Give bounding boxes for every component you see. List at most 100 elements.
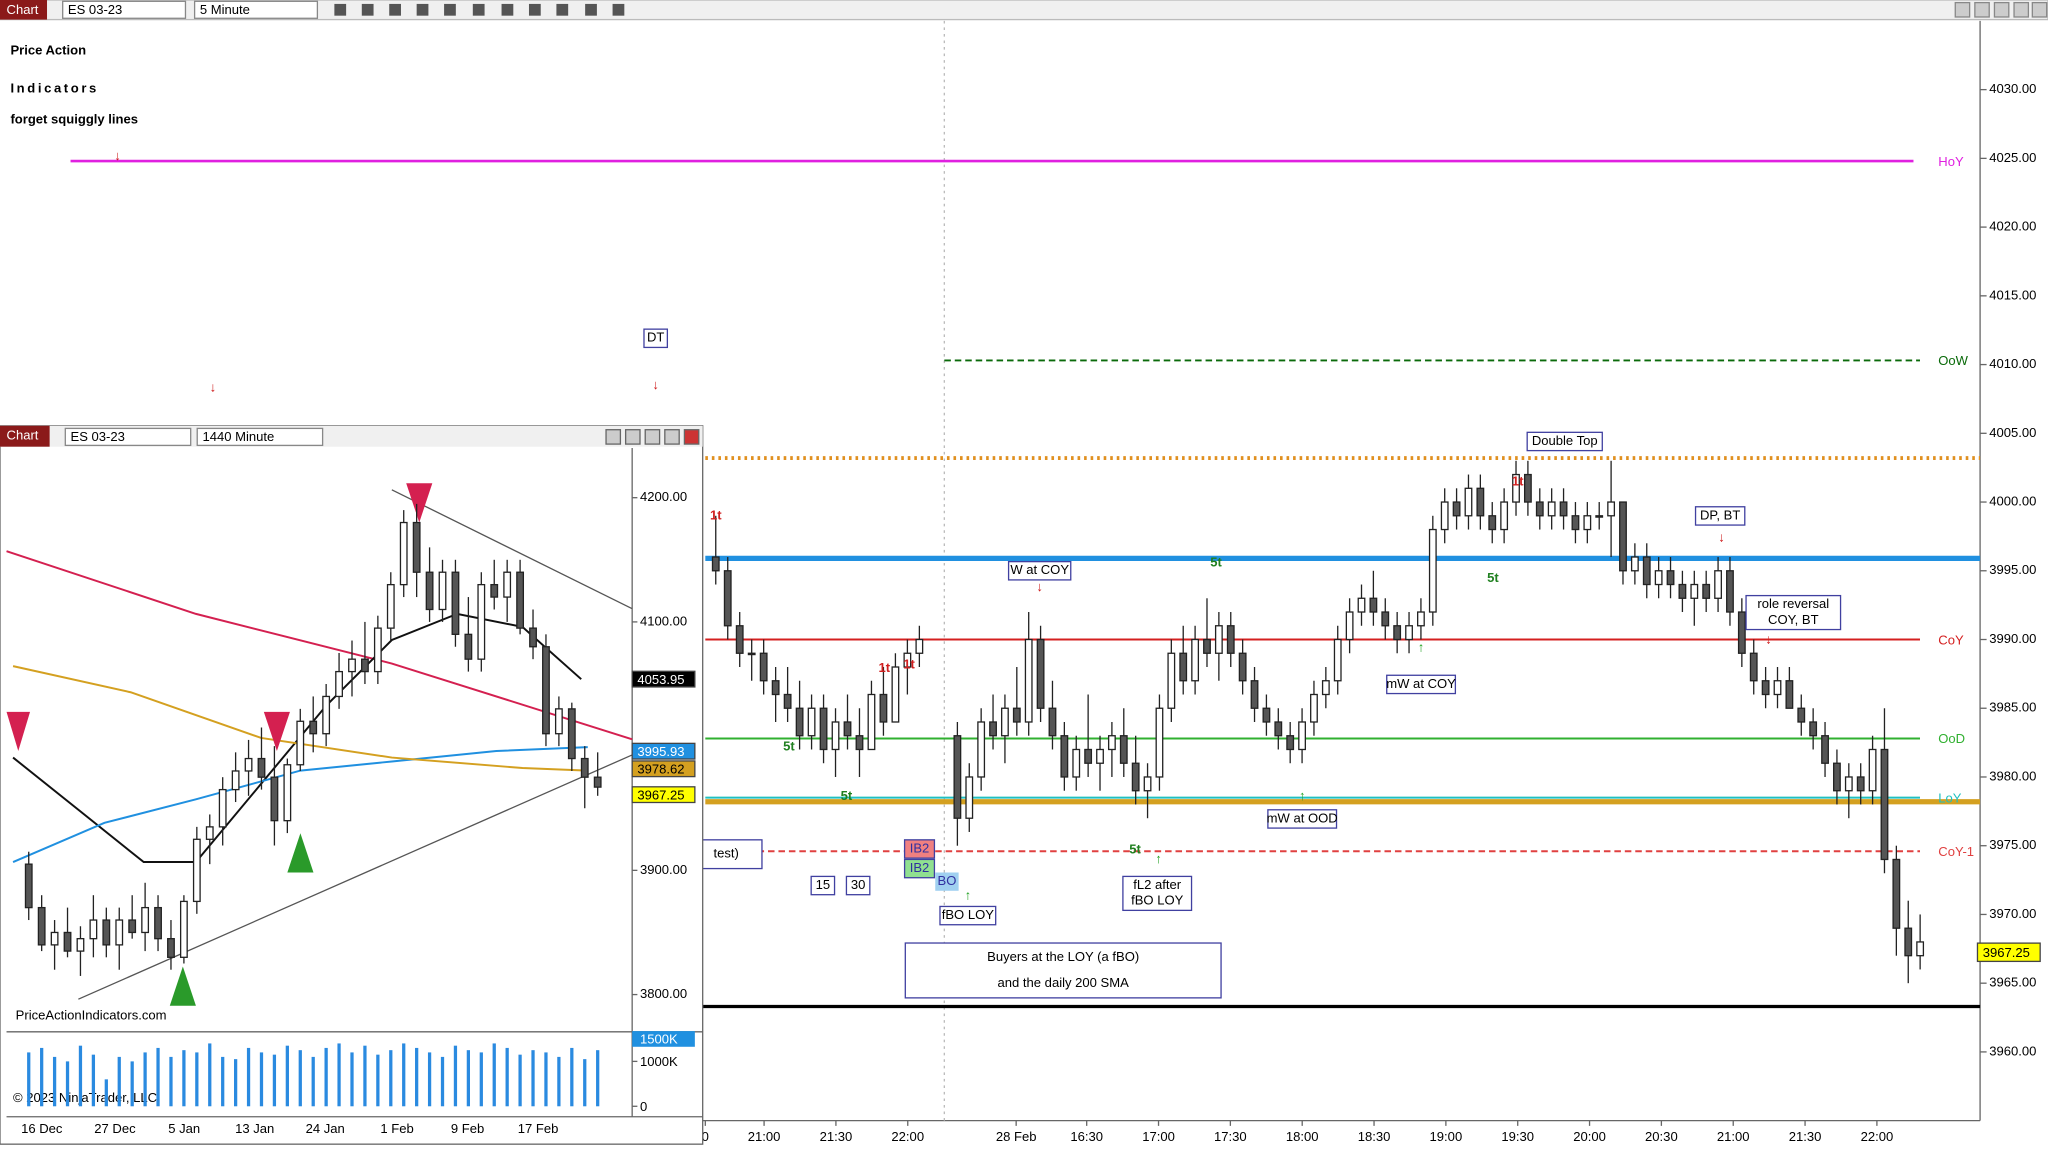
candle-body [1226,625,1235,654]
candle-body [257,757,266,778]
y-tick-label: 3800.00 [640,986,687,1001]
candle-body [1785,680,1794,709]
sell-arrow: ↓ [652,377,659,392]
candle-body [1476,487,1485,517]
candle-body [283,764,292,822]
interval-select[interactable] [196,427,324,447]
candle-body [1131,762,1140,792]
price-tag [631,742,696,760]
candle-body [270,776,279,822]
annotation: test) [714,846,739,861]
instrument-select[interactable] [62,0,187,19]
candle-body [1523,473,1532,503]
price-tag-label: 3978.62 [637,762,684,777]
interval-select[interactable] [193,0,319,19]
annotation-box [939,905,997,926]
candle-body [1571,515,1580,531]
annotation: 15 [816,877,831,892]
candle-body [1535,501,1544,517]
candle-body [735,625,744,654]
sell-arrow: ↓ [1036,579,1043,594]
candle-body [807,707,816,737]
x-tick-label: 17:00 [1142,1129,1175,1144]
candle-body [373,627,382,673]
candle-body [1464,487,1473,517]
annotation: BO [938,873,957,888]
candle-body [1892,858,1901,929]
annotation-box [903,839,936,859]
candle-body [567,708,576,760]
candle-body [1381,611,1390,627]
candle-body [1690,583,1699,599]
brand-title: Indicators [10,80,98,95]
last-price-tag [1976,942,2041,963]
candle-body [1262,707,1271,723]
candle-body [1678,583,1687,599]
candle-body [1238,652,1247,682]
candle-body [1868,748,1877,792]
candle-body [1642,556,1651,586]
instrument-select[interactable] [64,427,192,447]
window-buttons[interactable] [1954,1,2048,18]
candle-body [1321,680,1330,696]
candle-body [1559,501,1568,517]
candle-body [1440,501,1449,531]
annotation-box [1267,809,1338,829]
chart-tab[interactable] [0,0,48,20]
candle-body [1595,515,1604,518]
candle-body [1333,638,1342,682]
tab-label: Chart [7,2,39,17]
annotation-box [1745,594,1842,631]
interval: 1440 Minute [202,429,274,444]
candle-body [1630,556,1639,572]
annotation-box [845,875,871,896]
annotation-box [810,875,836,896]
buy-arrow: ↑ [965,887,972,902]
trend-line [6,550,633,741]
price-tag [631,786,696,804]
x-tick-label: 21:00 [1717,1129,1750,1144]
candle-body [783,693,792,709]
annotation: COY, BT [1768,612,1819,627]
candle-body [218,788,227,828]
candle-body [1428,528,1437,613]
y-tick-label: 3980.00 [1989,768,2036,783]
inset-window: Chart ES 03-23 1440 Minute PriceActionIn… [0,425,704,1145]
candle-body [1833,762,1841,792]
annotation-box [1694,506,1746,526]
chart-tab[interactable] [0,425,50,447]
window-buttons[interactable] [605,429,700,445]
candle-body [879,693,888,723]
marker: 5t [841,788,853,803]
y-tick-label: 4025.00 [1989,150,2036,165]
candle-body [1821,735,1829,764]
candle-body [1856,776,1865,792]
candle-body [723,570,732,627]
annotation-box [643,328,669,349]
candle-body [386,583,395,629]
candle-body [348,658,356,673]
candle-body [903,652,912,668]
y-tick-label: 3990.00 [1989,631,2036,646]
toolbar-icons[interactable] [334,3,625,16]
y-tick-label: 3900.00 [640,862,687,877]
candle-body [167,938,175,958]
x-tick-label: 17:30 [1214,1129,1247,1144]
moving-average [12,612,582,864]
y-tick-label: 4005.00 [1989,425,2036,440]
y-tick-label: 4030.00 [1989,81,2036,96]
candle-body [1072,748,1081,778]
annotation: DT [647,330,664,345]
marker: 5t [783,739,795,754]
candle-body [759,652,768,682]
main-chart: 4030.00 4025.00 4020.00 4015.00 4010.00 4005.… [70,81,2041,1144]
x-tick-label: 1 Feb [380,1121,413,1136]
instrument: ES 03-23 [68,2,122,17]
level-label: HoY [1938,154,1964,169]
candle-body [399,521,408,586]
candle-body [1749,652,1758,682]
x-tick-label: 21:30 [820,1129,853,1144]
candle-body [1001,707,1009,737]
marker: 5t [1487,570,1499,585]
candle-body [1179,652,1188,682]
